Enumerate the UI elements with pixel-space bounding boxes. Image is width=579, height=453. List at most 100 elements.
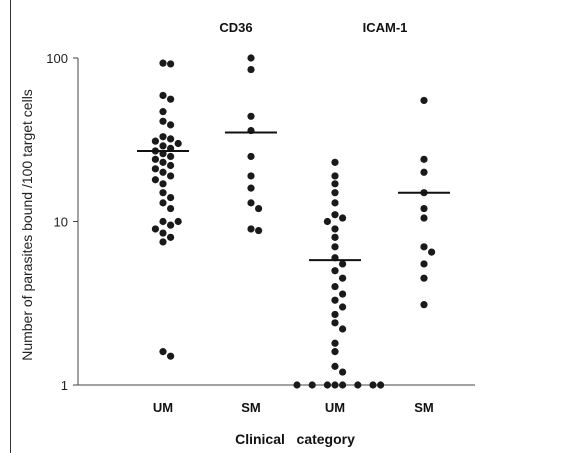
- data-point: [159, 59, 167, 67]
- data-point: [331, 362, 339, 370]
- data-point: [323, 381, 331, 389]
- data-point: [174, 139, 182, 148]
- data-point: [255, 226, 263, 235]
- data-point: [331, 310, 339, 319]
- data-point: [331, 282, 339, 291]
- data-point: [167, 152, 175, 161]
- data-point: [167, 60, 175, 68]
- data-point: [151, 165, 159, 173]
- data-point: [159, 133, 167, 141]
- data-point: [331, 189, 339, 197]
- data-point: [331, 243, 339, 251]
- data-point: [331, 381, 339, 389]
- data-point: [159, 117, 167, 125]
- median-lines: [137, 131, 450, 262]
- category-label-sm-icam1: SM: [414, 400, 434, 415]
- data-point: [174, 217, 182, 226]
- data-point: [331, 172, 339, 180]
- data-point: [339, 290, 347, 298]
- data-point: [323, 217, 331, 226]
- data-point: [339, 325, 347, 333]
- data-point: [339, 381, 347, 389]
- data-point: [167, 233, 175, 241]
- data-point: [159, 180, 167, 188]
- data-point: [159, 238, 167, 246]
- data-point: [151, 155, 159, 163]
- data-point: [159, 217, 167, 226]
- data-point: [377, 381, 385, 389]
- data-point: [420, 243, 428, 251]
- y-axis-label: Number of parasites bound /100 target ce…: [19, 89, 35, 361]
- data-point: [167, 121, 175, 129]
- data-point: [167, 204, 175, 213]
- data-point: [331, 267, 339, 275]
- data-point: [159, 142, 167, 150]
- data-point: [420, 260, 428, 268]
- data-point: [151, 176, 159, 184]
- data-point: [420, 274, 428, 282]
- category-label-um-cd36: UM: [153, 400, 173, 415]
- data-point: [159, 108, 167, 116]
- group-header-cd36: CD36: [219, 20, 252, 35]
- data-point: [339, 303, 347, 311]
- data-points: [151, 54, 436, 389]
- data-point: [159, 199, 167, 207]
- data-point: [339, 368, 347, 376]
- data-point: [247, 199, 255, 207]
- data-point: [420, 96, 428, 105]
- data-point: [247, 152, 255, 161]
- data-point: [167, 135, 175, 143]
- left-border-line: [10, 0, 11, 453]
- data-point: [420, 214, 428, 222]
- data-point: [151, 225, 159, 233]
- data-point: [331, 319, 339, 327]
- data-point: [159, 168, 167, 176]
- data-point: [331, 180, 339, 188]
- data-point: [167, 172, 175, 180]
- data-point: [247, 225, 255, 233]
- data-point: [159, 189, 167, 197]
- data-point: [167, 221, 175, 229]
- data-point: [331, 211, 339, 219]
- data-point: [331, 158, 339, 166]
- data-point: [255, 204, 263, 213]
- data-point: [308, 381, 316, 389]
- data-point: [420, 155, 428, 163]
- data-point: [331, 233, 339, 241]
- data-point: [331, 225, 339, 233]
- data-point: [151, 137, 159, 145]
- data-point: [354, 381, 362, 389]
- data-point: [167, 352, 175, 360]
- data-point: [247, 184, 255, 192]
- data-point: [331, 348, 339, 356]
- data-point: [159, 348, 167, 356]
- y-tick-label: 1: [61, 378, 68, 393]
- data-point: [339, 214, 347, 222]
- data-point: [420, 168, 428, 176]
- x-axis-label: Clinical category: [235, 431, 355, 447]
- data-point: [159, 91, 167, 100]
- data-point: [331, 339, 339, 347]
- data-point: [428, 248, 436, 256]
- data-point: [331, 199, 339, 207]
- data-point: [339, 260, 347, 268]
- data-point: [167, 161, 175, 170]
- y-tick-label: 100: [46, 51, 68, 66]
- data-point: [420, 301, 428, 309]
- data-point: [167, 95, 175, 103]
- group-header-icam1: ICAM-1: [363, 20, 408, 35]
- data-point: [369, 381, 377, 389]
- data-point: [159, 158, 167, 166]
- category-label-sm-cd36: SM: [241, 400, 261, 415]
- y-tick-label: 10: [54, 215, 68, 230]
- category-label-um-icam1: UM: [325, 400, 345, 415]
- data-point: [420, 204, 428, 213]
- data-point: [247, 112, 255, 120]
- data-point: [247, 54, 255, 62]
- data-point: [339, 274, 347, 282]
- data-point: [293, 381, 301, 389]
- y-ticks: 1 10 100: [46, 51, 78, 393]
- data-point: [159, 229, 167, 237]
- data-point: [167, 194, 175, 202]
